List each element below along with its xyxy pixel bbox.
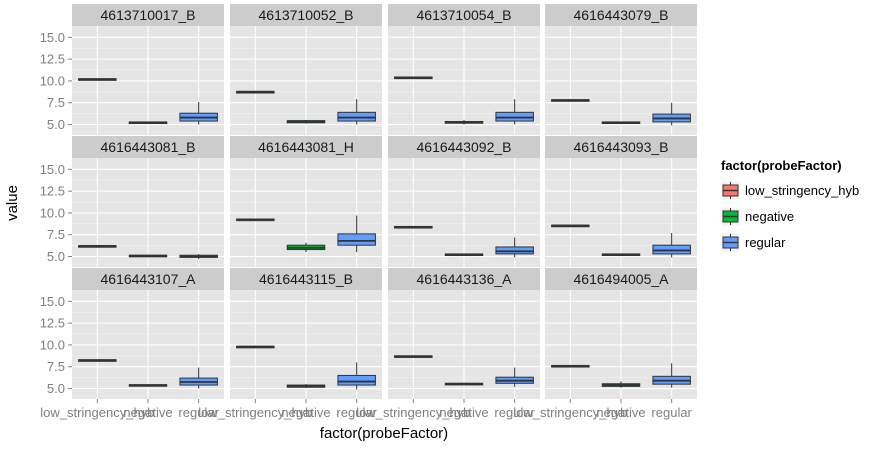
x-tick-label: low_stringency_hyb <box>356 405 470 420</box>
legend-label: negative <box>745 209 794 224</box>
y-tick-label: 15.0 <box>40 30 65 45</box>
facet-title: 4616443115_B <box>259 271 353 287</box>
facet-strip <box>545 268 697 290</box>
facet-title: 4616443093_B <box>574 139 669 155</box>
y-tick-label: 12.5 <box>40 52 65 67</box>
facet-strip <box>545 136 697 158</box>
legend-label: regular <box>745 235 786 250</box>
y-tick-label: 7.5 <box>47 359 65 374</box>
legend-title: factor(probeFactor) <box>721 158 842 173</box>
y-tick-label: 15.0 <box>40 294 65 309</box>
facet-strip <box>388 268 540 290</box>
facet-strip <box>388 4 540 26</box>
facet-strip <box>230 268 382 290</box>
x-tick-label: low_stringency_hyb <box>40 405 154 420</box>
facet-strip <box>230 136 382 158</box>
facet-strip <box>72 136 224 158</box>
x-tick-label: negative <box>439 405 488 420</box>
y-tick-label: 5.0 <box>47 249 65 264</box>
facet-title: 4616443081_B <box>101 139 196 155</box>
x-tick-label: negative <box>596 405 645 420</box>
x-axis-title: factor(probeFactor) <box>320 425 448 442</box>
x-tick-label: negative <box>281 405 330 420</box>
facet-title: 4613710017_B <box>101 7 196 23</box>
y-tick-label: 7.5 <box>47 95 65 110</box>
x-tick-label: regular <box>178 405 219 420</box>
y-tick-label: 10.0 <box>40 73 65 88</box>
x-tick-label: regular <box>494 405 535 420</box>
x-tick-label: negative <box>123 405 172 420</box>
facet-title: 4616443079_B <box>574 7 669 23</box>
y-tick-label: 12.5 <box>40 184 65 199</box>
y-tick-label: 5.0 <box>47 117 65 132</box>
facet-title: 4616494005_A <box>574 271 670 287</box>
facet-strip <box>72 4 224 26</box>
facet-title: 4616443107_A <box>101 271 197 287</box>
y-tick-label: 10.0 <box>40 205 65 220</box>
y-axis-title: value <box>4 185 21 221</box>
facet-title: 4613710052_B <box>259 7 354 23</box>
facet-title: 4616443092_B <box>417 139 512 155</box>
facet-strip <box>388 136 540 158</box>
box-regular <box>337 374 376 386</box>
y-tick-label: 15.0 <box>40 162 65 177</box>
facet-strip <box>545 4 697 26</box>
x-tick-label: regular <box>336 405 377 420</box>
facet-strip <box>230 4 382 26</box>
y-tick-label: 12.5 <box>40 316 65 331</box>
x-tick-label: low_stringency_hyb <box>513 405 627 420</box>
facet-strip <box>72 268 224 290</box>
x-tick-label: regular <box>651 405 692 420</box>
y-tick-label: 5.0 <box>47 381 65 396</box>
legend-label: low_stringency_hyb <box>745 183 859 198</box>
facet-title: 4616443081_H <box>258 139 354 155</box>
facet-title: 4613710054_B <box>417 7 512 23</box>
y-tick-label: 7.5 <box>47 227 65 242</box>
y-tick-label: 10.0 <box>40 337 65 352</box>
x-tick-label: low_stringency_hyb <box>198 405 312 420</box>
facet-title: 4616443136_A <box>417 271 513 287</box>
box-regular <box>337 233 376 246</box>
